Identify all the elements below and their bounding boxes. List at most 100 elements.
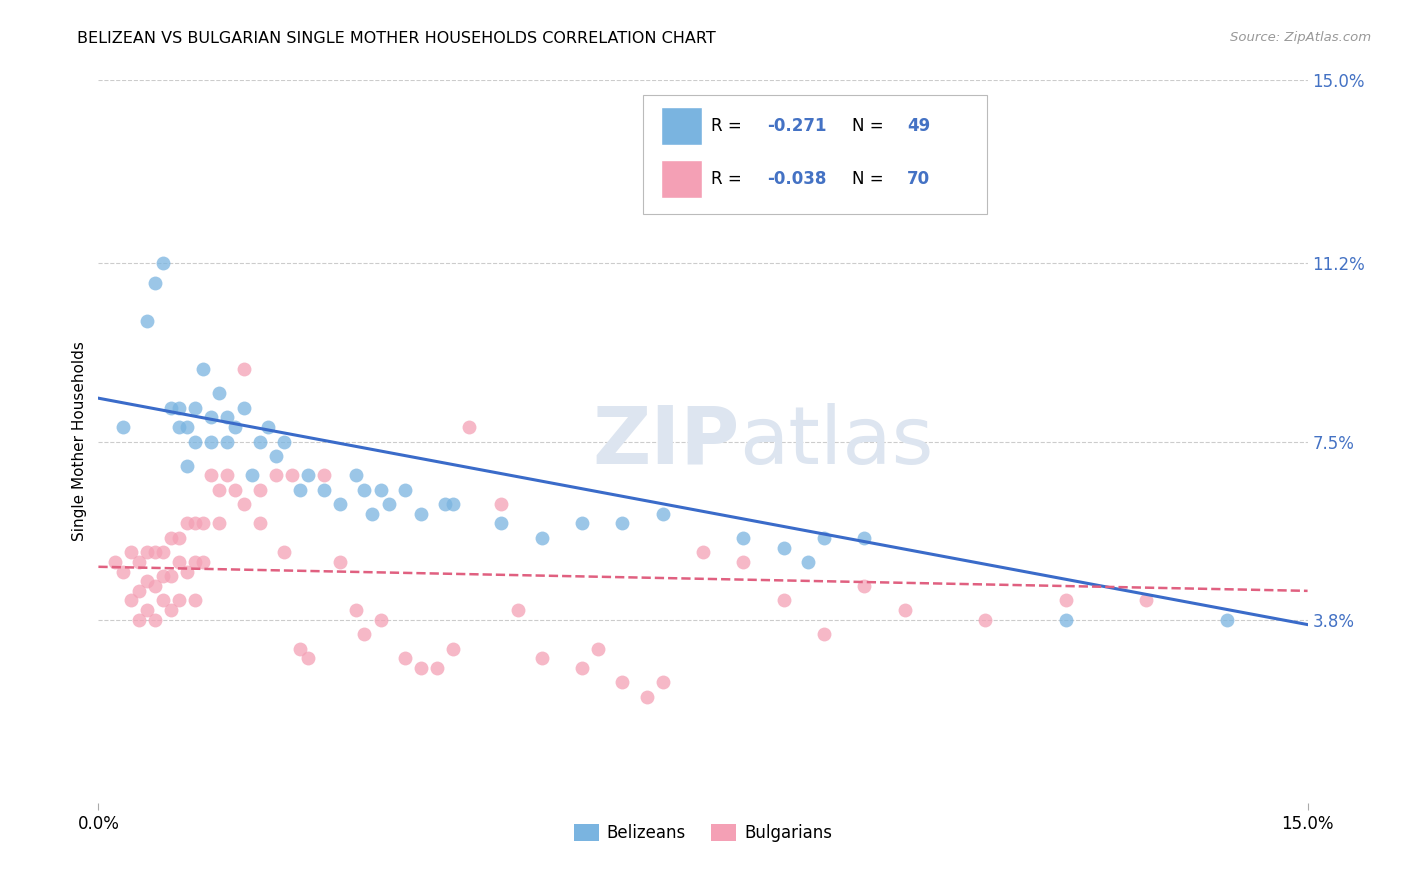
Point (184, 593, 207, 607)
Point (176, 565, 198, 579)
Point (314, 483, 336, 497)
Point (1216, 613, 1239, 627)
Point (120, 545, 142, 559)
Point (217, 410, 239, 425)
Point (184, 401, 207, 415)
Point (160, 603, 183, 617)
Point (772, 541, 794, 555)
Point (297, 651, 319, 665)
Point (409, 661, 432, 675)
Point (143, 276, 166, 290)
Point (240, 468, 263, 483)
Point (208, 483, 231, 497)
Point (813, 627, 835, 641)
Point (128, 613, 150, 627)
Point (893, 603, 915, 617)
Point (176, 420, 198, 434)
Point (370, 613, 392, 627)
Point (571, 661, 593, 675)
Point (160, 569, 183, 583)
Point (353, 483, 375, 497)
Point (160, 531, 183, 545)
Point (853, 531, 876, 545)
Point (394, 651, 416, 665)
Point (530, 531, 553, 545)
Text: -0.271: -0.271 (768, 117, 827, 135)
Point (217, 434, 239, 449)
Point (224, 420, 246, 434)
Point (344, 603, 367, 617)
Point (176, 516, 198, 531)
Point (135, 545, 157, 559)
Point (193, 516, 215, 531)
Point (974, 613, 997, 627)
Point (193, 362, 215, 376)
Point (273, 434, 295, 449)
Point (329, 497, 352, 511)
Point (273, 545, 295, 559)
Point (491, 516, 513, 531)
Point (143, 613, 166, 627)
Point (361, 507, 384, 521)
Point (853, 579, 876, 593)
Point (772, 593, 794, 607)
Point (184, 516, 207, 531)
Text: N =: N = (852, 170, 889, 188)
Point (329, 555, 352, 569)
Point (111, 420, 134, 434)
Point (208, 386, 231, 401)
Point (377, 497, 399, 511)
Point (612, 675, 634, 690)
Point (167, 420, 190, 434)
Point (232, 497, 254, 511)
Point (1135, 593, 1157, 607)
Point (249, 516, 271, 531)
Text: Source: ZipAtlas.com: Source: ZipAtlas.com (1230, 31, 1371, 45)
Point (167, 555, 190, 569)
FancyBboxPatch shape (643, 95, 987, 214)
Point (651, 507, 673, 521)
Point (167, 531, 190, 545)
Point (733, 555, 755, 569)
Point (651, 675, 673, 690)
Point (1054, 593, 1077, 607)
Point (167, 401, 190, 415)
Point (143, 545, 166, 559)
Point (264, 468, 287, 483)
Point (135, 314, 157, 328)
Point (111, 565, 134, 579)
Point (208, 516, 231, 531)
Point (249, 483, 271, 497)
Point (152, 569, 174, 583)
Point (232, 362, 254, 376)
Point (193, 555, 215, 569)
Point (143, 579, 166, 593)
Point (353, 627, 375, 641)
Legend: Belizeans, Bulgarians: Belizeans, Bulgarians (567, 817, 839, 848)
Point (813, 531, 835, 545)
Point (692, 545, 714, 559)
Y-axis label: Single Mother Households: Single Mother Households (72, 342, 87, 541)
Point (200, 434, 222, 449)
Point (264, 449, 287, 463)
Point (200, 410, 222, 425)
Point (160, 401, 183, 415)
Point (184, 434, 207, 449)
Point (394, 483, 416, 497)
Text: 49: 49 (907, 117, 931, 135)
Point (135, 603, 157, 617)
Text: R =: R = (711, 117, 748, 135)
Point (530, 651, 553, 665)
Point (1054, 613, 1077, 627)
Text: -0.038: -0.038 (768, 170, 827, 188)
Point (152, 545, 174, 559)
FancyBboxPatch shape (661, 107, 702, 145)
Point (506, 603, 529, 617)
Text: 70: 70 (907, 170, 931, 188)
Point (281, 468, 304, 483)
Point (426, 661, 449, 675)
Text: N =: N = (852, 117, 889, 135)
Text: BELIZEAN VS BULGARIAN SINGLE MOTHER HOUSEHOLDS CORRELATION CHART: BELIZEAN VS BULGARIAN SINGLE MOTHER HOUS… (77, 31, 716, 46)
Point (224, 483, 246, 497)
Point (128, 555, 150, 569)
